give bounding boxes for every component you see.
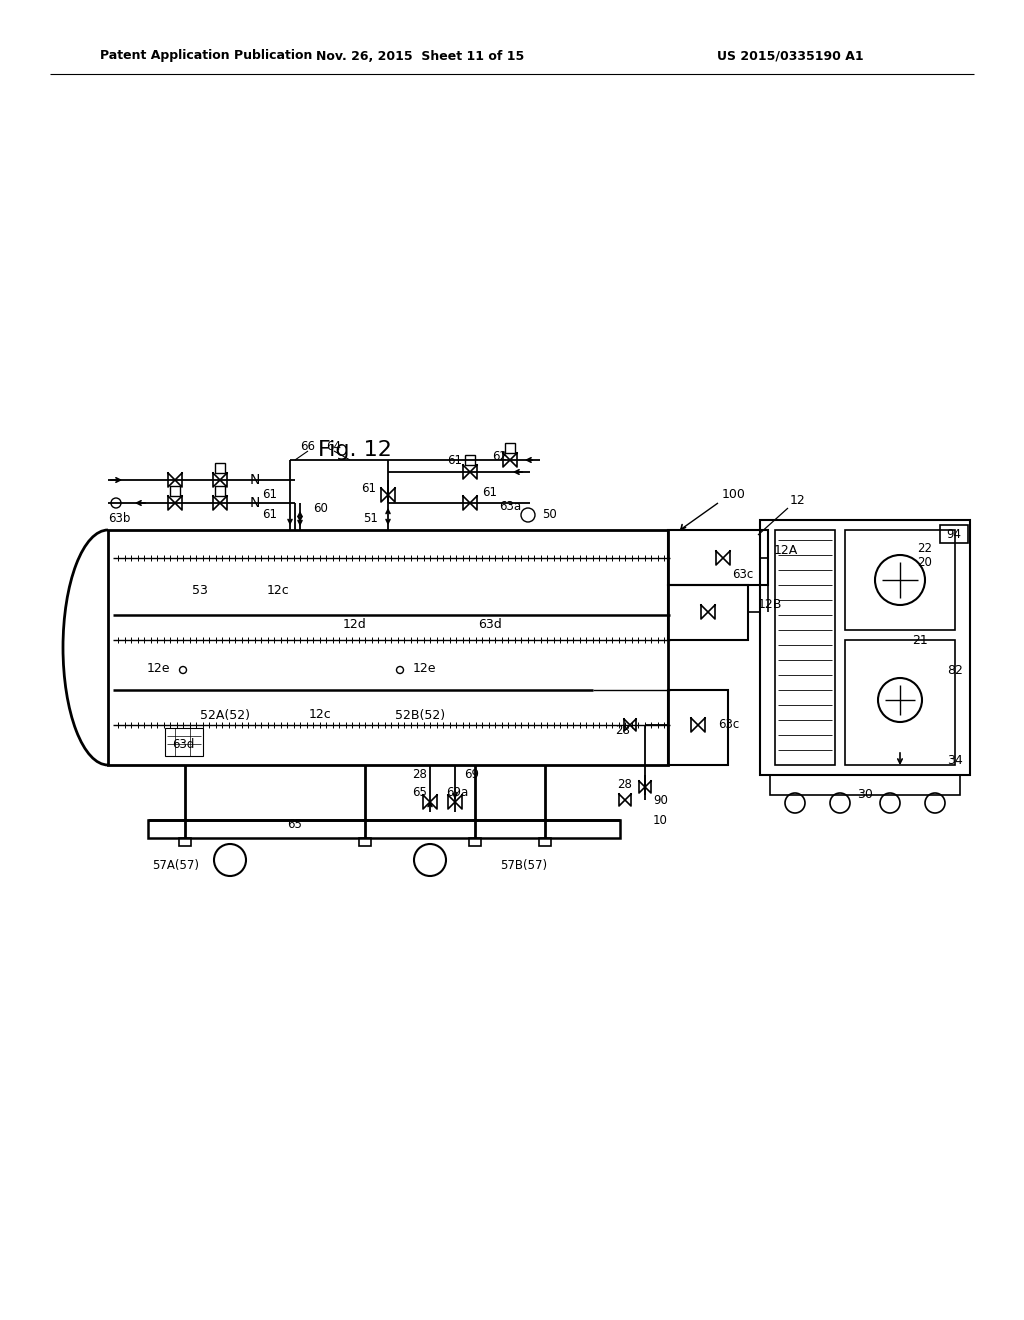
Text: 57A(57): 57A(57) <box>152 858 199 871</box>
Bar <box>845 531 955 630</box>
Text: 12c: 12c <box>266 583 290 597</box>
Text: 63b: 63b <box>108 511 130 524</box>
Text: 12A: 12A <box>774 544 798 557</box>
Bar <box>469 838 481 846</box>
Text: 28: 28 <box>615 723 630 737</box>
Bar <box>165 729 203 756</box>
Text: Patent Application Publication: Patent Application Publication <box>100 49 312 62</box>
Bar <box>215 463 225 473</box>
Bar <box>668 531 768 585</box>
Text: 22: 22 <box>918 541 932 554</box>
Text: 60: 60 <box>313 502 328 515</box>
Text: 61: 61 <box>447 454 463 466</box>
Text: 28: 28 <box>617 779 633 792</box>
Text: 57B(57): 57B(57) <box>500 858 547 871</box>
Text: 21: 21 <box>912 634 928 647</box>
Bar <box>505 444 515 453</box>
Bar <box>940 525 968 543</box>
Bar <box>668 690 728 766</box>
Text: 61: 61 <box>262 508 278 521</box>
Bar <box>148 820 620 838</box>
Text: 51: 51 <box>364 511 378 524</box>
Text: 53: 53 <box>193 583 208 597</box>
Bar <box>539 838 551 846</box>
Text: 65: 65 <box>413 787 427 800</box>
Text: 61: 61 <box>361 482 376 495</box>
Text: 52A(52): 52A(52) <box>200 709 250 722</box>
Bar <box>465 455 475 465</box>
Text: 69: 69 <box>465 768 479 781</box>
Text: 12: 12 <box>791 494 806 507</box>
Text: 12e: 12e <box>147 661 171 675</box>
Bar <box>760 520 970 775</box>
Bar <box>215 486 225 496</box>
Text: 12B: 12B <box>758 598 782 611</box>
Text: 82: 82 <box>947 664 963 676</box>
Text: 63c: 63c <box>718 718 739 731</box>
Text: 63a: 63a <box>499 499 521 512</box>
Text: 61: 61 <box>482 487 498 499</box>
Text: 20: 20 <box>918 556 932 569</box>
Text: 63d: 63d <box>172 738 195 751</box>
Text: 94: 94 <box>946 528 962 540</box>
Text: 12c: 12c <box>308 709 332 722</box>
Text: 69a: 69a <box>445 787 468 800</box>
Text: 50: 50 <box>542 508 557 521</box>
Text: 66: 66 <box>300 440 315 453</box>
Bar <box>775 531 835 766</box>
Text: 62: 62 <box>493 450 508 463</box>
Text: 63c: 63c <box>732 569 754 582</box>
Text: 12e: 12e <box>413 661 436 675</box>
Text: 64: 64 <box>327 440 341 453</box>
Text: 100: 100 <box>722 488 745 502</box>
Text: 12d: 12d <box>343 619 367 631</box>
Bar <box>845 640 955 766</box>
Bar <box>170 486 180 496</box>
Text: 10: 10 <box>653 813 668 826</box>
Text: 65: 65 <box>288 818 302 832</box>
Text: US 2015/0335190 A1: US 2015/0335190 A1 <box>717 49 863 62</box>
Text: Fig. 12: Fig. 12 <box>318 440 392 459</box>
Text: 52B(52): 52B(52) <box>395 709 445 722</box>
Text: 90: 90 <box>653 793 668 807</box>
Text: 34: 34 <box>947 754 963 767</box>
Text: Nov. 26, 2015  Sheet 11 of 15: Nov. 26, 2015 Sheet 11 of 15 <box>315 49 524 62</box>
Text: 28: 28 <box>413 768 427 781</box>
Bar <box>668 585 748 640</box>
Bar <box>770 775 961 795</box>
Text: 30: 30 <box>857 788 872 801</box>
Bar <box>359 838 371 846</box>
Bar <box>179 838 191 846</box>
Text: 63d: 63d <box>478 619 502 631</box>
Text: 61: 61 <box>262 488 278 502</box>
Bar <box>108 531 668 766</box>
Text: N: N <box>250 473 260 487</box>
Text: N: N <box>250 496 260 510</box>
